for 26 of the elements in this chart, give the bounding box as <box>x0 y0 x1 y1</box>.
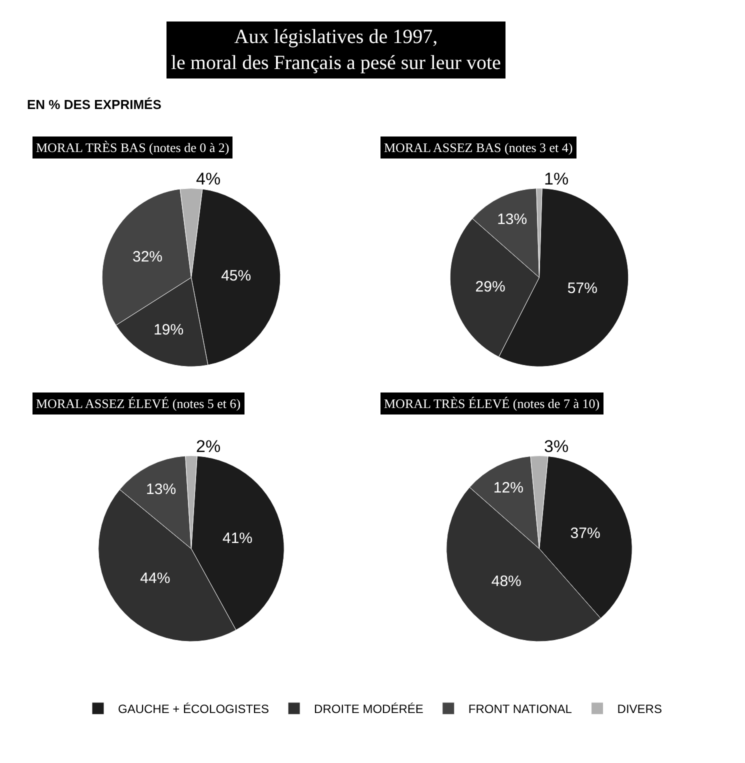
data-label: 13% <box>497 211 528 228</box>
legend-label: DIVERS <box>617 702 662 716</box>
data-label: 32% <box>132 248 163 266</box>
text: EN % DES EXPRIMÉS <box>27 97 162 112</box>
legend-label: FRONT NATIONAL <box>468 702 572 716</box>
chart-title: MORAL TRÈS ÉLEVÉ (notes de 7 à 10) <box>384 396 600 411</box>
text: Aux législatives de 1997, le moral des Français a pesé sur leur vote <box>171 26 502 74</box>
data-label: 19% <box>154 321 184 338</box>
data-label: 2% <box>196 436 221 456</box>
data-label: 57% <box>567 280 598 298</box>
chart-title: MORAL ASSEZ ÉLEVÉ (notes 5 et 6) <box>36 396 241 411</box>
data-label: 29% <box>475 278 506 296</box>
data-label: 1% <box>544 169 569 188</box>
chart-title: MORAL ASSEZ BAS (notes 3 et 4) <box>384 140 573 155</box>
data-label: 13% <box>146 480 176 498</box>
data-label: 3% <box>544 436 569 456</box>
data-label: 4% <box>196 169 221 188</box>
legend-label: GAUCHE + ÉCOLOGISTES <box>118 702 270 716</box>
chart-title: MORAL TRÈS BAS (notes de 0 à 2) <box>36 140 230 155</box>
data-label: 12% <box>493 480 524 497</box>
data-label: 37% <box>570 525 600 542</box>
data-label: 48% <box>491 573 522 590</box>
data-label: 45% <box>221 268 252 285</box>
data-label: 44% <box>140 570 170 588</box>
legend-label: DROITE MODÉRÉE <box>314 702 424 716</box>
data-label: 41% <box>222 530 253 547</box>
